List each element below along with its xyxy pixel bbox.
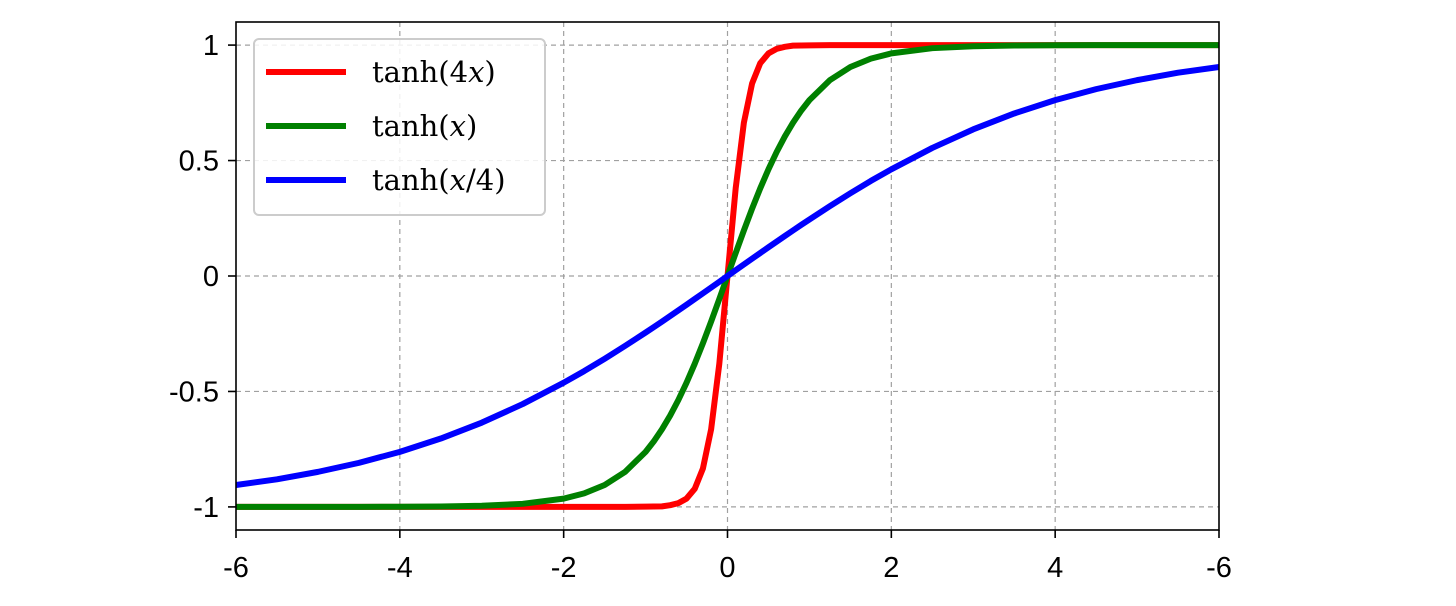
- y-tick-label: 1: [203, 30, 219, 62]
- x-tick-label: -4: [387, 552, 413, 584]
- legend-label-part: tanh(4: [372, 55, 468, 89]
- x-tick-label: -6: [1206, 552, 1232, 584]
- legend-label-part: tanh(: [372, 109, 450, 143]
- x-tick-label: -6: [223, 552, 249, 584]
- x-tick-label: 4: [1047, 552, 1063, 584]
- y-tick-label: -1: [193, 492, 219, 524]
- legend-label: tanh(4x): [372, 55, 496, 89]
- legend-label-part: ): [466, 109, 477, 143]
- legend-label-part: x: [450, 163, 466, 197]
- legend-label-part: /4): [466, 163, 506, 197]
- x-tick-label: 0: [719, 552, 735, 584]
- legend-label-part: tanh(: [372, 163, 450, 197]
- y-tick-label: 0.5: [179, 146, 219, 178]
- legend-label-part: x: [468, 55, 484, 89]
- legend-label-part: x: [450, 109, 466, 143]
- x-axis: -6 -4 -2 0 2 4 -6: [223, 530, 1232, 584]
- plot-lines: [235, 42, 1220, 510]
- series-line: [235, 64, 1220, 488]
- x-tick-label: 2: [883, 552, 899, 584]
- legend-label: tanh(x): [372, 109, 477, 143]
- legend-label-part: ): [484, 55, 495, 89]
- legend-box: [253, 38, 546, 216]
- y-tick-label: -0.5: [169, 376, 219, 408]
- legend-label: tanh(x/4): [372, 163, 506, 197]
- y-axis: -1 -0.5 0 0.5 1: [169, 30, 236, 524]
- y-tick-label: 0: [203, 261, 219, 293]
- x-tick-label: -2: [551, 552, 577, 584]
- legend: tanh(4x)tanh(x)tanh(x/4): [253, 38, 546, 216]
